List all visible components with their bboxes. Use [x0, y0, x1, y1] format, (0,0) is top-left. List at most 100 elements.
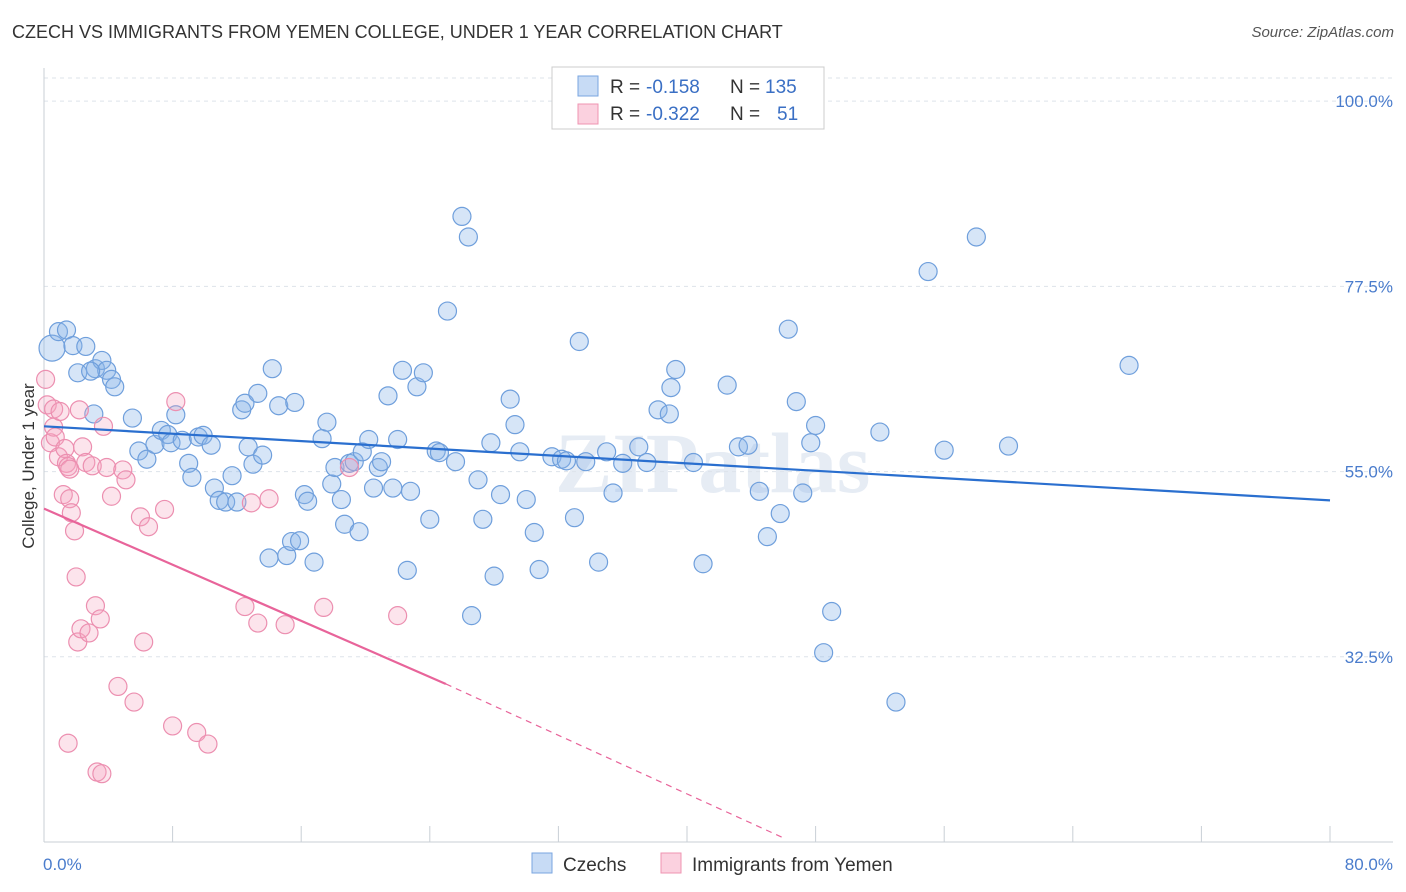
yemen-point — [259, 489, 279, 509]
czechs-point — [352, 442, 372, 462]
czechs-trend-line — [43, 425, 1331, 502]
czechs-point — [473, 509, 493, 529]
czechs-point — [728, 437, 749, 457]
czechs-point — [693, 554, 713, 574]
y-tick-label: 55.0% — [1345, 463, 1393, 482]
yemen-point — [60, 489, 80, 509]
czechs-point — [253, 445, 273, 465]
czechs-point — [516, 489, 536, 510]
x-tick-label-max: 80.0% — [1345, 855, 1393, 874]
czechs-point — [490, 485, 511, 505]
yemen-point — [138, 517, 159, 537]
yemen-point — [187, 722, 207, 743]
yemen-point — [275, 615, 295, 635]
czechs-point — [445, 452, 466, 472]
czechs-point — [613, 453, 633, 473]
czechs-point — [778, 319, 798, 339]
czechs-point — [770, 503, 790, 524]
axes: 100.0% 77.5% 55.0% 32.5% — [43, 68, 1393, 843]
czechs-point — [371, 452, 392, 472]
czechs-points — [38, 206, 1139, 712]
stat-n-label-2: N = — [730, 104, 760, 125]
x-tick-label-min: 0.0% — [43, 855, 82, 874]
czechs-point — [505, 415, 525, 435]
yemen-point — [314, 597, 334, 618]
czechs-point — [556, 451, 577, 471]
czechs-point — [524, 522, 544, 543]
grid — [44, 77, 1393, 658]
czechs-point — [564, 508, 585, 528]
czechs-point — [248, 383, 268, 403]
czechs-point — [413, 363, 433, 383]
czechs-point — [805, 415, 826, 436]
czechs-point — [569, 331, 589, 352]
czechs-point — [201, 435, 221, 455]
czechs-point — [814, 643, 834, 663]
yemen-point — [82, 456, 102, 476]
czechs-point — [510, 442, 530, 462]
czechs-point — [659, 404, 679, 424]
stat-r-value-1: -0.158 — [646, 77, 700, 98]
stats-legend: R = -0.158 N = 135 R = -0.322 N = 51 — [551, 66, 825, 130]
czechs-point — [468, 470, 488, 490]
stat-n-label-1: N = — [730, 77, 760, 98]
czechs-point — [801, 433, 821, 453]
czechs-point — [793, 483, 813, 503]
czechs-point — [603, 483, 623, 503]
czechs-point — [38, 334, 66, 362]
legend-czechs-swatch — [531, 852, 553, 874]
czechs-point — [281, 531, 302, 552]
czechs-point — [717, 375, 737, 395]
yemen-point — [36, 369, 56, 389]
czechs-point — [378, 386, 398, 406]
yemen-point — [66, 567, 86, 587]
czechs-point — [870, 422, 890, 442]
czechs-point — [363, 478, 384, 498]
czechs-point — [597, 442, 617, 462]
yemen-point — [101, 486, 122, 506]
czechs-point — [397, 560, 417, 580]
czechs-point — [145, 434, 165, 455]
czechs-point — [666, 359, 686, 380]
czechs-point — [576, 452, 596, 472]
yemen-swatch — [577, 103, 599, 125]
yemen-trend-extension — [445, 683, 784, 839]
yemen-point — [130, 507, 151, 527]
yemen-points — [36, 369, 408, 784]
czechs-point — [400, 481, 421, 501]
y-tick-label: 77.5% — [1345, 277, 1393, 296]
czechs-point — [749, 481, 769, 501]
stat-n-value-2: 51 — [777, 104, 798, 125]
czechs-point — [172, 430, 192, 450]
czechs-point — [137, 449, 157, 469]
yemen-point — [388, 606, 408, 626]
czechs-point — [648, 400, 668, 420]
stat-r-label-1: R = — [610, 77, 640, 98]
czechs-point — [262, 359, 282, 379]
czechs-point — [757, 527, 777, 547]
czechs-point — [368, 457, 388, 478]
yemen-point — [72, 437, 93, 457]
yemen-point — [56, 453, 77, 473]
stat-n-value-1: 135 — [765, 77, 797, 98]
czechs-point — [122, 408, 143, 428]
yemen-trend-line — [43, 507, 447, 685]
czechs-point — [304, 552, 324, 572]
czechs-point — [429, 443, 450, 463]
czechs-point — [392, 360, 413, 380]
czechs-point — [452, 206, 472, 226]
czechs-point — [738, 435, 758, 455]
czechs-point — [97, 360, 117, 380]
yemen-point — [90, 609, 110, 629]
czechs-point — [129, 441, 149, 461]
y-tick-label: 32.5% — [1345, 648, 1393, 667]
yemen-point — [163, 716, 183, 736]
yemen-point — [198, 734, 218, 754]
czechs-point — [822, 601, 842, 622]
czechs-point — [105, 377, 125, 397]
czechs-point — [407, 377, 427, 397]
czechs-point — [420, 509, 440, 529]
legend-yemen-swatch — [660, 852, 682, 874]
czechs-point — [298, 491, 318, 511]
yemen-point — [124, 692, 144, 712]
